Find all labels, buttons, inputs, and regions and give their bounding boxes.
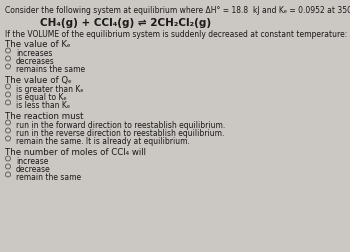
Text: increase: increase [16,156,48,165]
Text: is less than Kₑ: is less than Kₑ [16,101,70,110]
Text: The value of Qₑ: The value of Qₑ [5,76,72,85]
Text: The value of Kₑ: The value of Kₑ [5,40,70,49]
Text: Consider the following system at equilibrium where ΔH° = 18.8  kJ and Kₑ = 0.095: Consider the following system at equilib… [5,6,350,15]
Text: is equal to Kₑ: is equal to Kₑ [16,93,66,102]
Text: remains the same: remains the same [16,65,85,74]
Text: decrease: decrease [16,164,51,173]
Text: The reaction must: The reaction must [5,112,84,120]
Text: decreases: decreases [16,57,55,66]
Text: run in the forward direction to reestablish equilibrium.: run in the forward direction to reestabl… [16,120,225,130]
Text: The number of moles of CCl₄ will: The number of moles of CCl₄ will [5,147,146,156]
Text: CH₄(g) + CCl₄(g) ⇌ 2CH₂Cl₂(g): CH₄(g) + CCl₄(g) ⇌ 2CH₂Cl₂(g) [40,18,211,28]
Text: If the VOLUME of the equilibrium system is suddenly decreased at constant temper: If the VOLUME of the equilibrium system … [5,30,347,39]
Text: is greater than Kₑ: is greater than Kₑ [16,85,84,94]
Text: increases: increases [16,49,52,58]
Text: run in the reverse direction to reestablish equilibrium.: run in the reverse direction to reestabl… [16,129,224,137]
Text: remain the same. It is already at equilibrium.: remain the same. It is already at equili… [16,137,190,145]
Text: remain the same: remain the same [16,172,81,181]
